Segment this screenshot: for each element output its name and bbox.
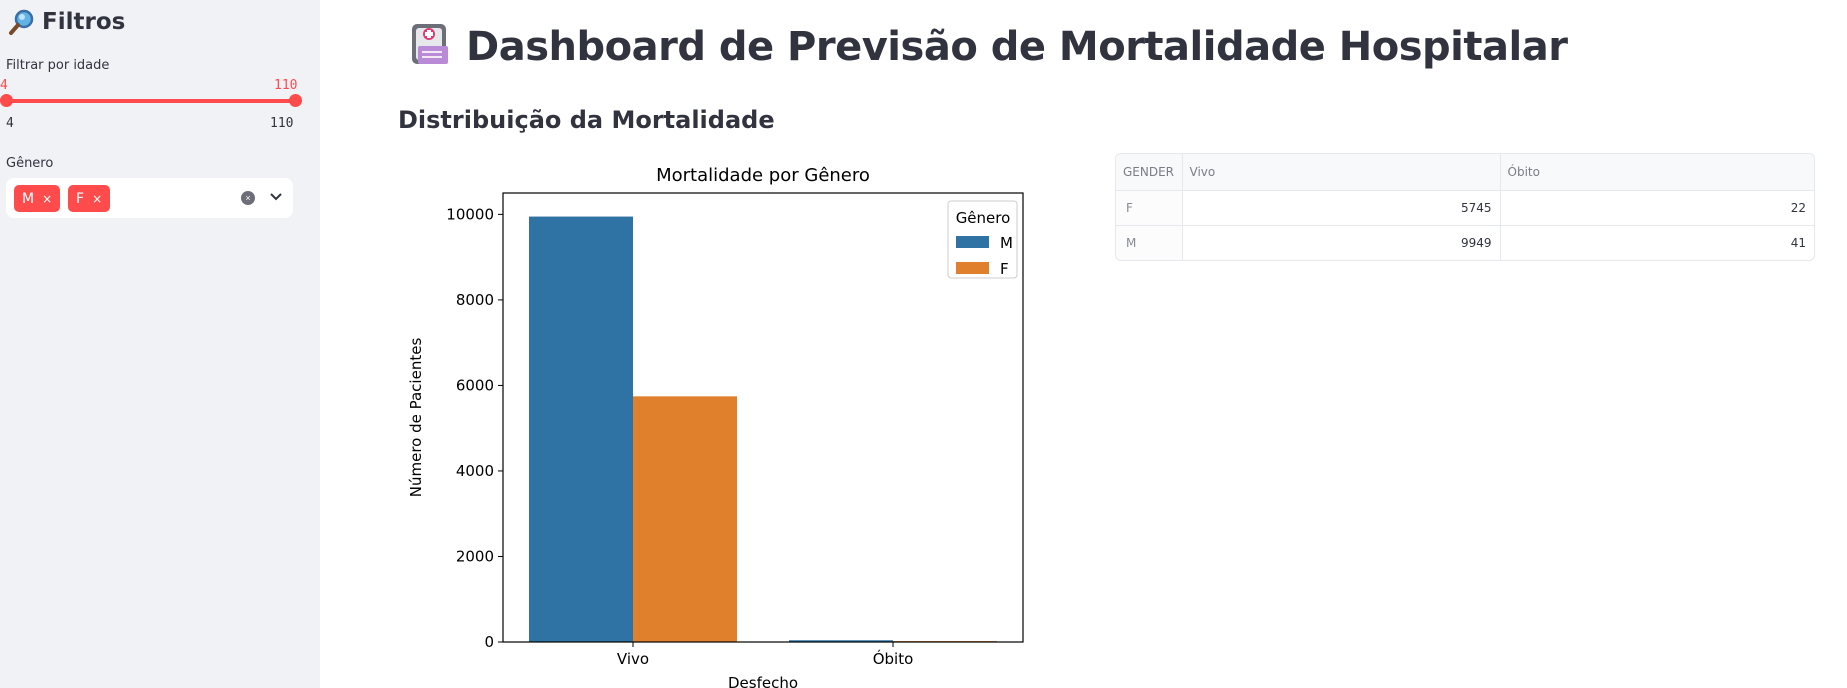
table-cell[interactable]: 22 — [1500, 190, 1814, 226]
table-cell[interactable]: 41 — [1790, 235, 1806, 250]
gender-multiselect[interactable]: M × F × × — [6, 178, 293, 218]
y-tick-label: 0 — [484, 633, 494, 651]
legend-title: Gênero — [956, 209, 1011, 227]
y-tick-label: 6000 — [456, 376, 494, 394]
mortality-table[interactable]: GENDER Vivo Óbito F 5745 22 M 9949 41 — [1115, 153, 1815, 261]
slider-selected-max: 110 — [274, 78, 298, 93]
sidebar-title: Filtros — [42, 9, 126, 35]
legend-swatch-f — [956, 262, 989, 274]
section-title: Distribuição da Mortalidade — [398, 106, 775, 134]
y-axis-label: Número de Pacientes — [407, 338, 425, 498]
table-header-row: GENDER Vivo Óbito — [1116, 154, 1814, 191]
mortality-chart: Mortalidade por Gênero Vivo Óbito 0 2000 4000… — [398, 150, 1098, 688]
gender-tag-m: M × — [14, 185, 61, 212]
remove-tag-f-icon[interactable]: × — [92, 191, 103, 206]
legend-label-m: M — [1000, 234, 1013, 252]
chevron-down-icon[interactable] — [268, 188, 284, 204]
slider-min-handle[interactable] — [0, 94, 13, 107]
hospital-card-icon — [410, 22, 450, 71]
page-title: Dashboard de Previsão de Mortalidade Hos… — [466, 23, 1568, 70]
table-cell[interactable]: M — [1116, 225, 1183, 260]
x-tick-label: Vivo — [617, 650, 649, 668]
x-axis-label: Desfecho — [728, 674, 798, 688]
bar-m-0 — [529, 216, 633, 642]
table-row: F 5745 22 — [1116, 190, 1814, 226]
tag-label: F — [76, 190, 85, 207]
table-cell[interactable]: 5745 — [1182, 190, 1501, 226]
chart-svg: Mortalidade por Gênero Vivo Óbito 0 2000 4000… — [407, 165, 1024, 688]
clear-all-icon[interactable]: × — [241, 191, 255, 205]
slider-track[interactable] — [6, 99, 296, 103]
tag-label: M — [22, 190, 35, 207]
slider-min-bound: 4 — [6, 116, 14, 131]
table-cell[interactable]: F — [1116, 190, 1183, 226]
column-header[interactable]: GENDER — [1116, 154, 1183, 191]
sidebar-header: Filtros — [8, 8, 125, 36]
column-header[interactable]: Vivo — [1182, 154, 1501, 191]
plot-frame — [502, 192, 1024, 643]
gender-tag-f: F × — [68, 185, 111, 212]
age-range-slider[interactable]: 4 110 4 110 — [0, 78, 302, 138]
age-filter-label: Filtrar por idade — [6, 58, 110, 73]
chart-title: Mortalidade por Gênero — [656, 165, 870, 186]
remove-tag-m-icon[interactable]: × — [42, 191, 53, 206]
legend-swatch-m — [956, 236, 989, 248]
bar-f-0 — [633, 396, 737, 642]
bar-m-1 — [789, 640, 893, 642]
legend-label-f: F — [1000, 260, 1009, 278]
gender-filter-label: Gênero — [6, 156, 54, 171]
column-header[interactable]: Óbito — [1500, 154, 1814, 191]
page-header: Dashboard de Previsão de Mortalidade Hos… — [410, 22, 1568, 71]
table-row: M 9949 41 — [1116, 225, 1814, 260]
slider-selected-min: 4 — [0, 78, 8, 93]
sidebar: Filtros Filtrar por idade 4 110 4 110 Gê… — [0, 0, 320, 688]
magnifying-glass-icon — [8, 8, 36, 36]
y-tick-label: 10000 — [446, 205, 494, 223]
table-cell[interactable]: 9949 — [1182, 225, 1501, 260]
y-tick-label: 2000 — [456, 547, 494, 565]
y-tick-label: 8000 — [456, 291, 494, 309]
x-tick-label: Óbito — [873, 649, 914, 668]
slider-max-handle[interactable] — [289, 94, 302, 107]
y-tick-label: 4000 — [456, 462, 494, 480]
slider-max-bound: 110 — [270, 116, 294, 131]
